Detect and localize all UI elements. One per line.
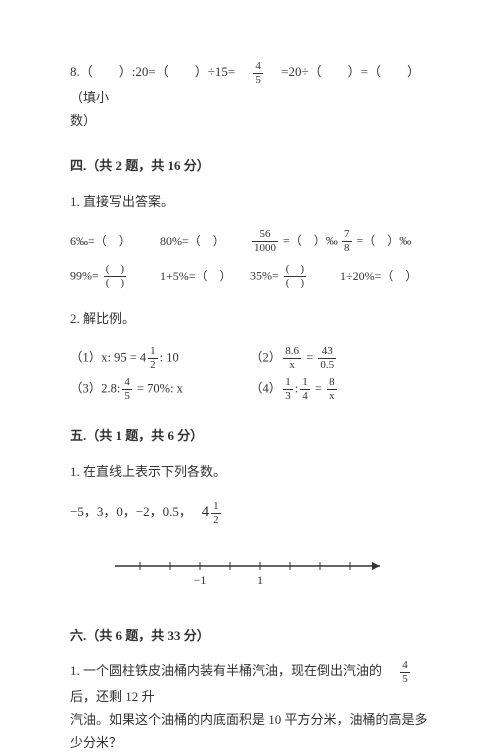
s4-q1: 1. 直接写出答案。 xyxy=(70,190,430,213)
q8-frac-num: 4 xyxy=(253,61,263,74)
eq3: （3）2.8:45 = 70%: x xyxy=(70,377,250,402)
section-5-title: 五.（共 1 题，共 6 分） xyxy=(70,424,430,447)
q8-frac-den: 5 xyxy=(253,74,263,86)
q8-part1: 8.（ ）:20=（ ）÷15= xyxy=(70,64,248,79)
s4r2c4: 1÷20%=（ ） xyxy=(340,266,430,288)
q8-frac: 4 5 xyxy=(253,61,263,86)
eq-row2: （3）2.8:45 = 70%: x （4）13:14 = 8x xyxy=(70,377,430,402)
s4r1c4-frac: 7 8 xyxy=(342,229,352,254)
s4r1c4: 7 8 =（ ）‰ xyxy=(340,229,430,254)
s4r1c2: 80%=（ ） xyxy=(160,231,250,253)
s4r2c3-frac: ( ) ( ) xyxy=(284,264,306,289)
s5-numbers: −5，3，0，−2，0.5， 412 xyxy=(70,499,430,526)
number-line-svg: −1 1 xyxy=(110,554,390,594)
s4-q1-row1: 6‰=（ ） 80%=（ ） 56 1000 =（ ）‰ 7 8 =（ ）‰ xyxy=(70,229,430,254)
s4r2c2: 1+5%=（ ） xyxy=(160,266,250,288)
nl-label-1: 1 xyxy=(257,573,263,587)
s4r2c1-frac: ( ) ( ) xyxy=(104,264,126,289)
eq1: （1）x: 95 = 412: 10 xyxy=(70,346,250,371)
number-line: −1 1 xyxy=(110,554,390,601)
section-6-title: 六.（共 6 题，共 33 分） xyxy=(70,624,430,647)
s6-frac: 4 5 xyxy=(400,660,410,685)
question-8: 8.（ ）:20=（ ）÷15= 4 5 =20÷（ ）=（ ）（填小 数） xyxy=(70,60,430,132)
mixed-number: 412 xyxy=(202,504,223,519)
section-4-title: 四.（共 2 题，共 16 分） xyxy=(70,154,430,177)
eq-row1: （1）x: 95 = 412: 10 （2）8.6x = 430.5 xyxy=(70,346,430,371)
s4r1c1: 6‰=（ ） xyxy=(70,231,160,253)
eq2: （2）8.6x = 430.5 xyxy=(250,346,430,371)
q8-part3: 数） xyxy=(70,113,96,128)
nl-label-neg1: −1 xyxy=(194,573,207,587)
s4r1c3: 56 1000 =（ ）‰ xyxy=(250,229,340,254)
eq4: （4）13:14 = 8x xyxy=(250,377,430,402)
s4r2c3: 35%= ( ) ( ) xyxy=(250,264,340,289)
s4r1c3-frac: 56 1000 xyxy=(252,229,278,254)
s4-q1-row2: 99%= ( ) ( ) 1+5%=（ ） 35%= ( ) ( ) 1÷20%… xyxy=(70,264,430,289)
s5-q1: 1. 在直线上表示下列各数。 xyxy=(70,460,430,483)
s4-q2: 2. 解比例。 xyxy=(70,307,430,330)
s4r2c1: 99%= ( ) ( ) xyxy=(70,264,160,289)
